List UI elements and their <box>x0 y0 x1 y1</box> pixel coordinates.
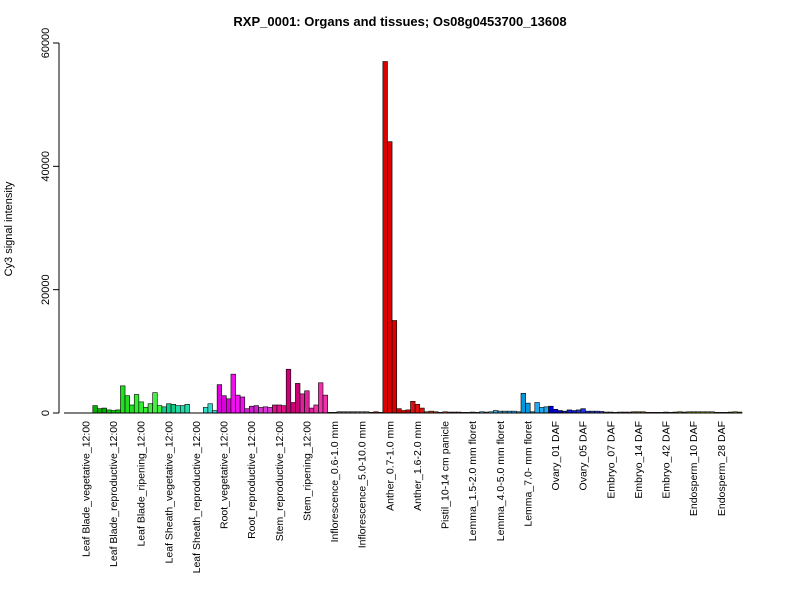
x-tick-label: Leaf Blade_reproductive_12:00 <box>108 421 120 567</box>
x-tick-label: Endosperm_28 DAF <box>716 421 728 516</box>
bar <box>230 373 236 414</box>
bar <box>534 402 540 414</box>
bar <box>304 390 310 414</box>
bar <box>203 407 209 414</box>
bar <box>207 403 213 414</box>
bar <box>101 407 107 414</box>
x-tick-label: Stem_ripening_12:00 <box>301 421 313 521</box>
bar <box>129 404 135 414</box>
bars-group <box>92 61 743 414</box>
bar <box>216 384 223 414</box>
x-tick-label: Ovary_01 DAF <box>550 421 562 490</box>
bar <box>382 61 388 414</box>
bar <box>92 405 98 414</box>
bar <box>580 408 586 414</box>
bar <box>244 408 250 414</box>
bar <box>147 403 153 414</box>
y-tick-label: 20000 <box>40 274 52 305</box>
bar <box>133 394 140 414</box>
y-tick-label: 40000 <box>40 151 52 182</box>
chart-title: RXP_0001: Organs and tissues; Os08g04537… <box>233 14 566 29</box>
x-tick-label: Root_reproductive_12:00 <box>246 421 258 539</box>
bar <box>170 404 176 414</box>
x-tick-label: Anther_1.6-2.0 mm <box>412 421 424 511</box>
x-tick-label: Ovary_05 DAF <box>578 421 590 490</box>
x-tick-label: Leaf Blade_vegetative_12:00 <box>80 421 92 557</box>
x-tick-label: Leaf Blade_ripening_12:00 <box>136 421 148 547</box>
x-tick-label: Inflorescence_0.6-1.0 mm <box>329 421 341 543</box>
y-axis-label: Cy3 signal intensity <box>3 181 15 276</box>
bar <box>221 395 227 414</box>
bar <box>414 404 421 414</box>
bar <box>239 396 246 414</box>
bar <box>184 404 190 414</box>
x-tick-labels: Leaf Blade_vegetative_12:00 Leaf Blade_re… <box>80 421 727 574</box>
bar <box>253 405 259 414</box>
bar <box>226 398 232 414</box>
x-tick-label: Leaf Sheath_vegetative_12:00 <box>163 421 175 564</box>
bar <box>552 408 559 414</box>
bar <box>322 394 328 414</box>
bar <box>285 368 292 414</box>
bar <box>143 407 149 414</box>
bar <box>525 402 531 414</box>
x-tick-label: Lemma_7.0- mm floret <box>522 421 534 527</box>
x-tick-label: Endosperm_10 DAF <box>688 421 700 516</box>
bar <box>276 404 282 414</box>
bar <box>299 393 305 414</box>
y-tick-label: 60000 <box>40 28 52 59</box>
bar <box>539 407 545 414</box>
bar <box>391 320 397 414</box>
bar <box>543 406 549 414</box>
bar <box>235 394 241 414</box>
x-tick-label: Embryo_42 DAF <box>661 421 673 499</box>
bar <box>290 402 296 414</box>
bar <box>166 403 172 414</box>
bar <box>548 405 554 414</box>
bar <box>249 405 255 414</box>
x-tick-label: Lemma_1.5-2.0 mm floret <box>467 421 479 541</box>
x-tick-label: Leaf Sheath_reproductive_12:00 <box>191 421 203 574</box>
bar <box>152 392 158 414</box>
x-tick-label: Embryo_07 DAF <box>605 421 617 499</box>
bar <box>267 407 273 414</box>
bar <box>120 385 126 414</box>
bar <box>124 395 130 414</box>
bar <box>272 404 278 414</box>
bar <box>313 404 319 414</box>
bar <box>419 407 425 414</box>
bar <box>258 407 264 414</box>
bar <box>281 405 287 414</box>
bar <box>308 407 315 414</box>
bar <box>156 405 163 414</box>
bar <box>410 400 416 414</box>
bar <box>520 392 526 414</box>
bar <box>175 405 181 414</box>
x-tick-label: Lemma_4.0-5.0 mm floret <box>495 421 507 541</box>
bar <box>387 141 393 414</box>
bar <box>97 408 103 414</box>
x-tick-label: Pistil_10-14 cm panicle <box>440 421 452 529</box>
y-tick-label: 0 <box>40 410 52 416</box>
x-tick-label: Stem_reproductive_12:00 <box>274 421 286 541</box>
x-tick-label: Embryo_14 DAF <box>633 421 645 499</box>
bar <box>396 408 402 414</box>
x-tick-label: Root_vegetative_12:00 <box>219 421 231 529</box>
x-tick-label: Anther_0.7-1.0 mm <box>384 421 396 511</box>
bar <box>295 383 301 414</box>
bar <box>318 382 324 414</box>
bar <box>179 405 186 414</box>
y-axis: 0 20000 40000 60000 <box>40 28 60 416</box>
bar <box>138 401 144 414</box>
bar <box>262 406 269 414</box>
x-tick-label: Inflorescence_5.0-10.0 mm <box>357 421 369 548</box>
bar <box>161 406 167 414</box>
